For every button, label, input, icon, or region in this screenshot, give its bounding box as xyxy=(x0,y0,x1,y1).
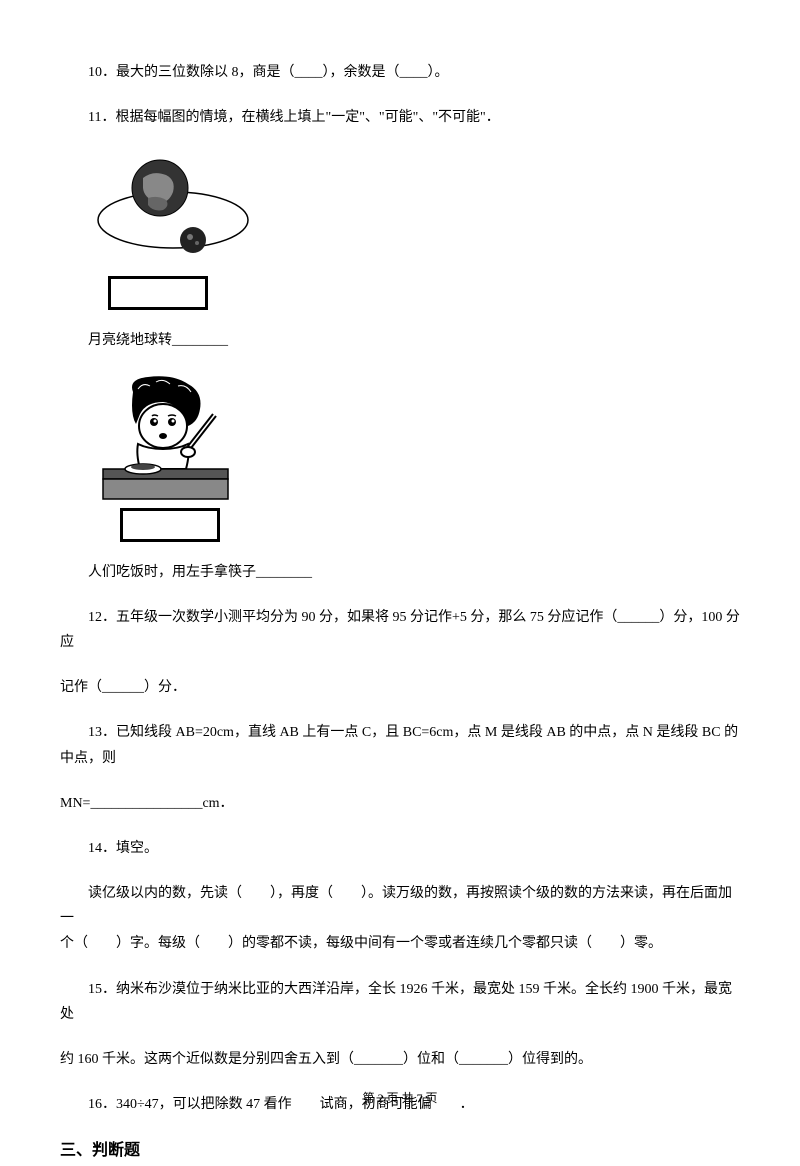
answer-box-1[interactable] xyxy=(108,276,208,310)
answer-box-2[interactable] xyxy=(120,508,220,542)
question-13a: 13．已知线段 AB=20cm，直线 AB 上有一点 C，且 BC=6cm，点 … xyxy=(60,720,740,770)
question-11b-text: 人们吃饭时，用左手拿筷子________ xyxy=(60,560,740,585)
chopsticks-label: 人们吃饭时，用左手拿筷子________ xyxy=(88,565,312,580)
page-footer: 第 2 页 共 7 页 xyxy=(0,1088,800,1110)
moon-earth-label: 月亮绕地球转________ xyxy=(88,333,228,348)
question-15a: 15．纳米布沙漠位于纳米比亚的大西洋沿岸，全长 1926 千米，最宽处 159 … xyxy=(60,977,740,1027)
eating-kid-image xyxy=(88,374,238,504)
question-11: 11．根据每幅图的情境，在横线上填上"一定"、"可能"、"不可能"． xyxy=(60,105,740,130)
question-12a: 12．五年级一次数学小测平均分为 90 分，如果将 95 分记作+5 分，那么 … xyxy=(60,605,740,655)
question-13b: MN=________________cm． xyxy=(60,791,740,816)
question-14b1: 读亿级以内的数，先读（ ），再度（ ）。读万级的数，再按照读个级的数的方法来读，… xyxy=(60,881,740,931)
question-10: 10．最大的三位数除以 8，商是（____），余数是（____）。 xyxy=(60,60,740,85)
earth-moon-image xyxy=(88,150,740,270)
question-11a-text: 月亮绕地球转________ xyxy=(60,328,740,353)
question-14a: 14．填空。 xyxy=(60,836,740,861)
question-15b: 约 160 千米。这两个近似数是分别四舍五入到（_______）位和（_____… xyxy=(60,1047,740,1072)
question-12b: 记作（______）分． xyxy=(60,675,740,700)
question-14b2: 个（ ）字。每级（ ）的零都不读，每级中间有一个零或者连续几个零都只读（ ）零。 xyxy=(60,931,740,956)
section-3-header: 三、判断题 xyxy=(60,1137,740,1166)
